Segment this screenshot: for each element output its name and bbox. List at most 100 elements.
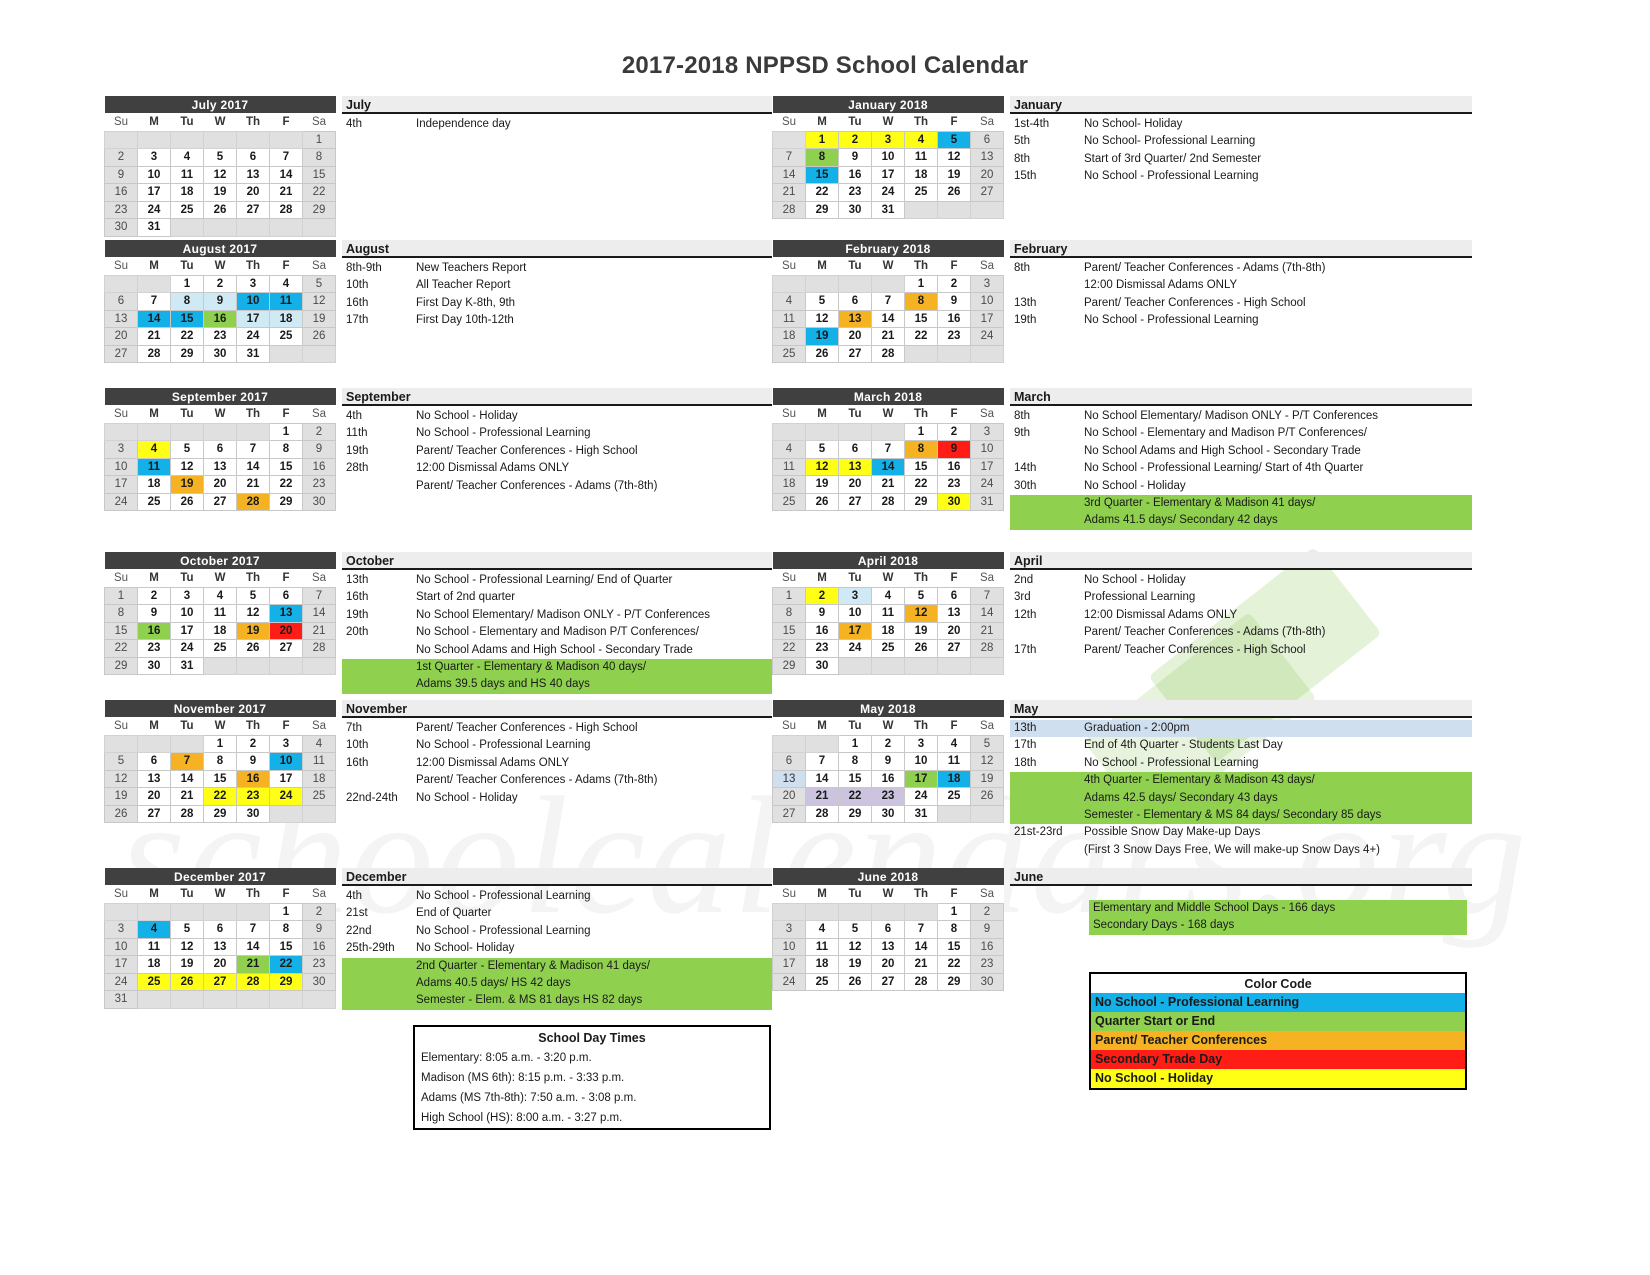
day-cell[interactable]: 22: [904, 475, 938, 494]
day-cell[interactable]: 30: [871, 804, 905, 823]
day-cell[interactable]: 12: [904, 604, 938, 623]
day-cell[interactable]: 14: [772, 165, 806, 184]
day-cell[interactable]: 8: [269, 920, 303, 939]
day-cell[interactable]: 10: [871, 148, 905, 167]
day-cell[interactable]: 15: [937, 937, 971, 956]
day-cell[interactable]: 16: [302, 457, 336, 476]
day-cell[interactable]: 3: [236, 274, 270, 293]
day-cell[interactable]: 24: [170, 639, 204, 658]
day-cell[interactable]: 20: [937, 621, 971, 640]
day-cell[interactable]: 7: [871, 292, 905, 311]
day-cell[interactable]: 5: [805, 292, 839, 311]
day-cell[interactable]: 31: [871, 200, 905, 219]
day-cell[interactable]: 26: [104, 804, 138, 823]
day-cell[interactable]: 6: [838, 440, 872, 459]
day-cell[interactable]: 2: [937, 274, 971, 293]
day-cell[interactable]: 25: [269, 327, 303, 346]
day-cell[interactable]: 9: [104, 165, 138, 184]
day-cell[interactable]: 10: [838, 604, 872, 623]
day-cell[interactable]: 27: [937, 639, 971, 658]
day-cell[interactable]: 28: [970, 639, 1004, 658]
day-cell[interactable]: 25: [170, 200, 204, 219]
day-cell[interactable]: 21: [904, 955, 938, 974]
day-cell[interactable]: 4: [937, 734, 971, 753]
day-cell[interactable]: 16: [137, 621, 171, 640]
day-cell[interactable]: 8: [772, 604, 806, 623]
day-cell[interactable]: 5: [302, 274, 336, 293]
day-cell[interactable]: 7: [269, 148, 303, 167]
day-cell[interactable]: 22: [772, 639, 806, 658]
day-cell[interactable]: 26: [805, 344, 839, 363]
day-cell[interactable]: 14: [137, 309, 171, 328]
day-cell[interactable]: 6: [104, 292, 138, 311]
day-cell[interactable]: 21: [137, 327, 171, 346]
day-cell[interactable]: 6: [203, 440, 237, 459]
day-cell[interactable]: 28: [302, 639, 336, 658]
day-cell[interactable]: 19: [937, 165, 971, 184]
day-cell[interactable]: 17: [838, 621, 872, 640]
day-cell[interactable]: 2: [302, 902, 336, 921]
day-cell[interactable]: 9: [838, 148, 872, 167]
day-cell[interactable]: 16: [871, 769, 905, 788]
day-cell[interactable]: 17: [970, 309, 1004, 328]
day-cell[interactable]: 29: [904, 492, 938, 511]
day-cell[interactable]: 18: [904, 165, 938, 184]
day-cell[interactable]: 19: [970, 769, 1004, 788]
day-cell[interactable]: 20: [203, 955, 237, 974]
day-cell[interactable]: 15: [805, 165, 839, 184]
day-cell[interactable]: 25: [302, 787, 336, 806]
day-cell[interactable]: 12: [236, 604, 270, 623]
day-cell[interactable]: 4: [302, 734, 336, 753]
day-cell[interactable]: 5: [904, 586, 938, 605]
day-cell[interactable]: 26: [170, 972, 204, 991]
day-cell[interactable]: 23: [937, 475, 971, 494]
day-cell[interactable]: 9: [937, 292, 971, 311]
day-cell[interactable]: 19: [170, 475, 204, 494]
day-cell[interactable]: 22: [805, 183, 839, 202]
day-cell[interactable]: 13: [104, 309, 138, 328]
day-cell[interactable]: 28: [871, 492, 905, 511]
day-cell[interactable]: 30: [937, 492, 971, 511]
day-cell[interactable]: 11: [203, 604, 237, 623]
day-cell[interactable]: 31: [170, 656, 204, 675]
day-cell[interactable]: 3: [970, 422, 1004, 441]
day-cell[interactable]: 11: [871, 604, 905, 623]
day-cell[interactable]: 18: [805, 955, 839, 974]
day-cell[interactable]: 8: [805, 148, 839, 167]
day-cell[interactable]: 24: [838, 639, 872, 658]
day-cell[interactable]: 6: [137, 752, 171, 771]
day-cell[interactable]: 26: [970, 787, 1004, 806]
day-cell[interactable]: 12: [170, 937, 204, 956]
day-cell[interactable]: 10: [970, 292, 1004, 311]
day-cell[interactable]: 2: [302, 422, 336, 441]
day-cell[interactable]: 8: [203, 752, 237, 771]
day-cell[interactable]: 27: [838, 492, 872, 511]
day-cell[interactable]: 26: [937, 183, 971, 202]
day-cell[interactable]: 8: [904, 292, 938, 311]
day-cell[interactable]: 11: [269, 292, 303, 311]
day-cell[interactable]: 24: [236, 327, 270, 346]
day-cell[interactable]: 21: [805, 787, 839, 806]
day-cell[interactable]: 31: [904, 804, 938, 823]
day-cell[interactable]: 6: [203, 920, 237, 939]
day-cell[interactable]: 3: [838, 586, 872, 605]
day-cell[interactable]: 7: [170, 752, 204, 771]
day-cell[interactable]: 29: [269, 492, 303, 511]
day-cell[interactable]: 1: [937, 902, 971, 921]
day-cell[interactable]: 13: [871, 937, 905, 956]
day-cell[interactable]: 23: [302, 955, 336, 974]
day-cell[interactable]: 15: [772, 621, 806, 640]
day-cell[interactable]: 21: [170, 787, 204, 806]
day-cell[interactable]: 28: [269, 200, 303, 219]
day-cell[interactable]: 17: [104, 955, 138, 974]
day-cell[interactable]: 18: [302, 769, 336, 788]
day-cell[interactable]: 18: [170, 183, 204, 202]
day-cell[interactable]: 8: [838, 752, 872, 771]
day-cell[interactable]: 28: [871, 344, 905, 363]
day-cell[interactable]: 21: [871, 327, 905, 346]
day-cell[interactable]: 9: [203, 292, 237, 311]
day-cell[interactable]: 31: [137, 218, 171, 237]
day-cell[interactable]: 12: [104, 769, 138, 788]
day-cell[interactable]: 3: [137, 148, 171, 167]
day-cell[interactable]: 27: [104, 344, 138, 363]
